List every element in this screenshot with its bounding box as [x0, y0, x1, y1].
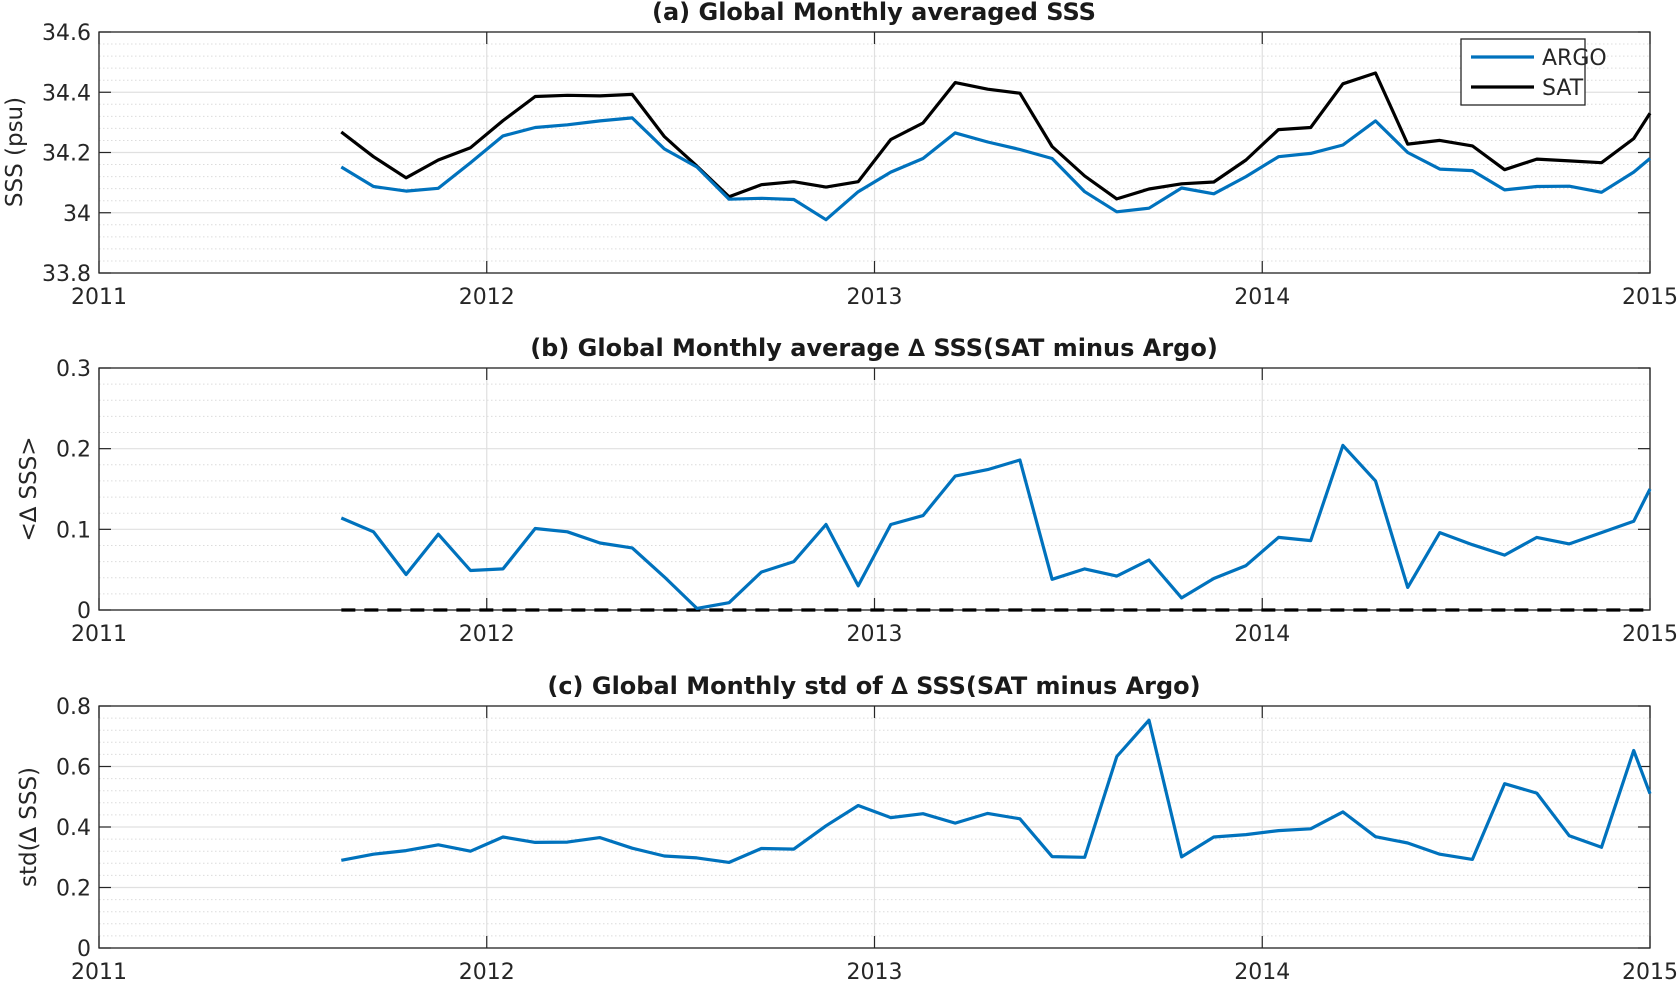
x-tick-label: 2011	[71, 285, 127, 310]
x-tick-label: 2015	[1622, 960, 1678, 982]
panel-b-series	[340, 443, 1652, 612]
panel-c-series	[341, 718, 1652, 865]
y-tick-label: 34.6	[42, 21, 91, 46]
x-tick-label: 2012	[459, 285, 515, 310]
panel-b-y-tick-labels: 0 0.1 0.2 0.3	[56, 357, 91, 624]
panel-a-title: (a) Global Monthly averaged SSS	[652, 0, 1096, 26]
panel-b-x-tick-labels: 2011 2012 2013 2014 2015	[71, 622, 1678, 647]
legend-argo-label: ARGO	[1542, 46, 1607, 71]
argo-line	[340, 116, 1652, 222]
panel-b-ticks	[98, 367, 1651, 611]
x-tick-label: 2015	[1622, 285, 1678, 310]
panel-a-y-tick-labels: 33.8 34 34.2 34.4 34.6	[42, 21, 91, 287]
y-tick-label: 0.4	[56, 816, 91, 841]
y-tick-label: 33.8	[42, 262, 91, 287]
x-tick-label: 2015	[1622, 622, 1678, 647]
y-tick-label: 34.4	[42, 81, 91, 106]
y-tick-label: 0	[77, 937, 91, 962]
legend-box	[1460, 38, 1586, 106]
panel-b-y-axis-label: <∆ SSS>	[16, 436, 42, 541]
y-tick-label: 0.8	[56, 695, 91, 720]
x-tick-label: 2013	[847, 285, 903, 310]
panel-c-y-axis-label: std(∆ SSS)	[16, 767, 42, 887]
x-tick-label: 2011	[71, 622, 127, 647]
y-tick-label: 0.6	[56, 756, 91, 781]
panel-a-ticks	[98, 31, 1651, 274]
y-tick-label: 34	[63, 202, 91, 227]
panel-a-y-axis-label: SSS (psu)	[2, 97, 28, 207]
x-tick-label: 2014	[1234, 285, 1290, 310]
x-tick-label: 2014	[1234, 622, 1290, 647]
sat-line	[340, 71, 1652, 201]
panel-c: 0 0.2 0.4 0.6 0.8 2011 2012 2013 2014 2015 (c) G…	[16, 672, 1678, 982]
panel-a-series	[340, 71, 1652, 222]
panel-b: 0 0.1 0.2 0.3 2011 2012 2013 2014 2015 (b) Glob…	[16, 334, 1678, 647]
y-tick-label: 0.3	[56, 357, 91, 382]
panel-b-title: (b) Global Monthly average ∆ SSS(SAT min…	[530, 334, 1218, 362]
panel-a-legend: ARGO SAT	[1460, 38, 1607, 106]
x-tick-label: 2012	[459, 960, 515, 982]
y-tick-label: 0.2	[56, 877, 91, 902]
y-tick-label: 0.2	[56, 438, 91, 463]
x-tick-label: 2011	[71, 960, 127, 982]
x-tick-label: 2013	[847, 960, 903, 982]
x-tick-label: 2012	[459, 622, 515, 647]
y-tick-label: 0	[77, 599, 91, 624]
panel-a-x-tick-labels: 2011 2012 2013 2014 2015	[71, 285, 1678, 310]
panel-c-y-tick-labels: 0 0.2 0.4 0.6 0.8	[56, 695, 91, 962]
panel-c-title: (c) Global Monthly std of ∆ SSS(SAT minu…	[547, 672, 1200, 700]
x-tick-label: 2013	[847, 622, 903, 647]
y-tick-label: 34.2	[42, 142, 91, 167]
y-tick-label: 0.1	[56, 518, 91, 543]
series-line	[340, 443, 1652, 611]
series-line	[341, 718, 1652, 865]
legend-sat-label: SAT	[1542, 76, 1584, 101]
x-tick-label: 2014	[1234, 960, 1290, 982]
panel-c-x-tick-labels: 2011 2012 2013 2014 2015	[71, 960, 1678, 982]
